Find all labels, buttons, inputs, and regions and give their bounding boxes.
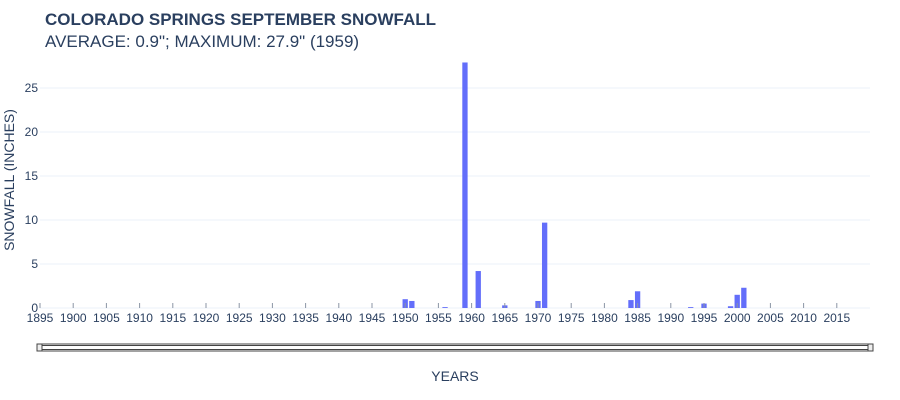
y-tick-label: 15 xyxy=(25,169,39,183)
range-slider-right-handle[interactable] xyxy=(867,343,874,352)
bars xyxy=(402,62,747,309)
x-tick-label: 1920 xyxy=(193,311,220,325)
x-tick-label: 1910 xyxy=(126,311,153,325)
x-tick-label: 1965 xyxy=(491,311,518,325)
x-tick-label: 1895 xyxy=(27,311,54,325)
bar-1951 xyxy=(409,300,415,308)
y-tick-label: 0 xyxy=(31,301,38,315)
x-tick-label: 1955 xyxy=(425,311,452,325)
bar-1956 xyxy=(442,307,448,308)
y-tick-label: 5 xyxy=(31,257,38,271)
x-tick-label: 1995 xyxy=(691,311,718,325)
x-tick-label: 1940 xyxy=(325,311,352,325)
range-slider-left-handle[interactable] xyxy=(36,343,43,352)
bar-1959 xyxy=(462,62,468,309)
bar-1961 xyxy=(475,271,481,308)
x-tick-label: 1935 xyxy=(292,311,319,325)
x-tick-label: 1980 xyxy=(591,311,618,325)
x-tick-label: 1905 xyxy=(93,311,120,325)
x-tick-label: 2005 xyxy=(757,311,784,325)
x-tick-label: 1900 xyxy=(60,311,87,325)
y-axis-title: SNOWFALL (INCHES) xyxy=(1,109,17,251)
bar-1984 xyxy=(628,300,634,308)
x-tick-label: 2015 xyxy=(823,311,850,325)
gridlines xyxy=(40,87,870,309)
bar-1971 xyxy=(541,222,548,308)
y-tick-label: 25 xyxy=(25,81,39,95)
y-axis-ticks: 0 5 10 15 20 25 xyxy=(25,81,39,315)
chart-title: COLORADO SPRINGS SEPTEMBER SNOWFALL xyxy=(45,10,436,29)
x-tick-label: 2000 xyxy=(724,311,751,325)
chart-subtitle: AVERAGE: 0.9"; MAXIMUM: 27.9" (1959) xyxy=(45,32,359,51)
x-tick-label: 1950 xyxy=(392,311,419,325)
x-tick-label: 1970 xyxy=(525,311,552,325)
x-axis-title: YEARS xyxy=(431,368,478,384)
y-tick-label: 20 xyxy=(25,125,39,139)
x-tick-label: 1985 xyxy=(624,311,651,325)
bar-1993 xyxy=(688,307,694,308)
x-axis-ticks: 1895 1900 1905 1910 1915 1920 1925 1930 1935 1940… xyxy=(27,303,850,325)
bar-1999 xyxy=(727,306,734,308)
x-tick-label: 1945 xyxy=(359,311,386,325)
bar-2001 xyxy=(741,287,747,308)
y-tick-label: 10 xyxy=(25,213,39,227)
x-tick-label: 1960 xyxy=(458,311,485,325)
x-tick-label: 1915 xyxy=(159,311,186,325)
range-slider[interactable] xyxy=(36,343,874,352)
x-tick-label: 1975 xyxy=(558,311,585,325)
x-tick-label: 1925 xyxy=(226,311,253,325)
x-tick-label: 2010 xyxy=(790,311,817,325)
x-tick-label: 1990 xyxy=(657,311,684,325)
x-tick-label: 1930 xyxy=(259,311,286,325)
bar-1985 xyxy=(634,291,641,308)
bar-2000 xyxy=(734,294,740,308)
